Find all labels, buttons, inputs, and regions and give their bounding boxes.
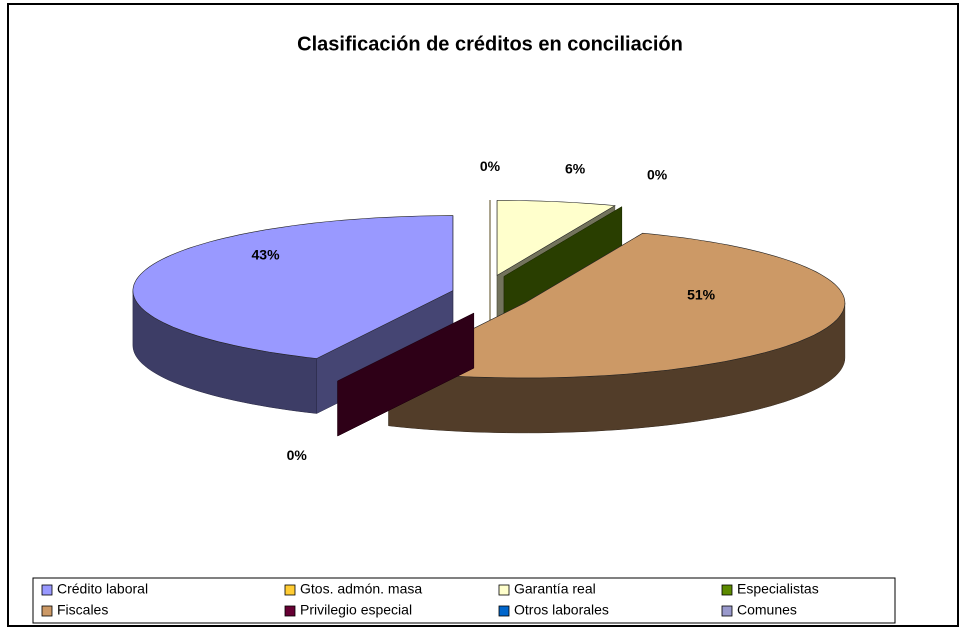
legend-label: Garantía real <box>514 581 596 597</box>
slice <box>387 232 846 379</box>
slice <box>496 200 616 276</box>
legend-label: Especialistas <box>737 581 819 597</box>
legend-swatch <box>284 584 296 596</box>
legend-label: Crédito laboral <box>57 581 148 597</box>
data-label: 51% <box>687 287 716 303</box>
legend-label: Otros laborales <box>514 602 609 618</box>
data-label: 0% <box>287 447 308 463</box>
legend-box <box>32 577 896 624</box>
legend-label: Privilegio especial <box>300 602 412 618</box>
data-label: 43% <box>252 247 281 263</box>
legend-label: Comunes <box>737 602 797 618</box>
legend-swatch <box>721 605 733 617</box>
slice <box>132 215 454 359</box>
legend-swatch <box>498 584 510 596</box>
legend-swatch <box>284 605 296 617</box>
data-label: 6% <box>565 160 586 176</box>
legend: Crédito laboral Gtos. admón. masa Garantía… <box>41 581 819 618</box>
legend-swatch <box>721 584 733 596</box>
pie: 43% 0% 6% 0% 51% 0% <box>132 158 846 463</box>
legend-swatch <box>41 605 53 617</box>
data-label: 0% <box>647 166 668 182</box>
legend-swatch <box>41 584 53 596</box>
chart-title: Clasificación de créditos en conciliació… <box>297 33 683 55</box>
data-label: 0% <box>480 158 501 174</box>
legend-swatch <box>498 605 510 617</box>
legend-label: Fiscales <box>57 602 108 618</box>
legend-label: Gtos. admón. masa <box>300 581 422 597</box>
slice-side <box>337 312 475 437</box>
